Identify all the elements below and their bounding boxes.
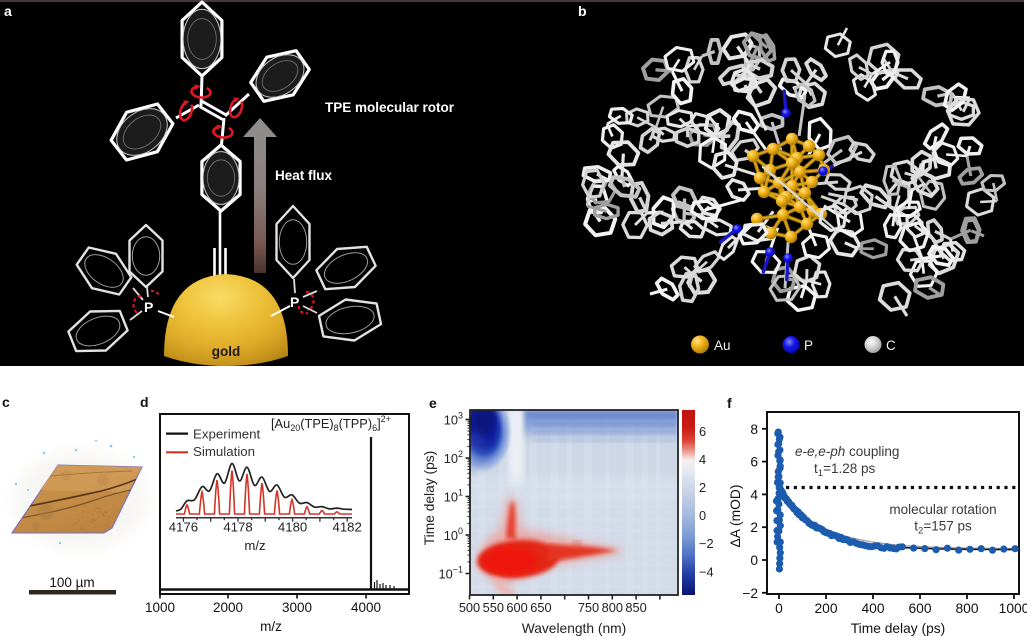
svg-text:ΔA (mOD): ΔA (mOD) (728, 485, 743, 548)
svg-text:[Au20(TPE)8(TPP)6]2+: [Au20(TPE)8(TPP)6]2+ (271, 414, 391, 433)
svg-text:400: 400 (861, 601, 884, 616)
svg-text:Experiment: Experiment (193, 427, 261, 442)
svg-text:4176: 4176 (169, 520, 198, 535)
svg-text:4182: 4182 (333, 520, 362, 535)
svg-text:1000: 1000 (999, 601, 1027, 616)
svg-text:103: 103 (444, 411, 463, 428)
svg-text:m/z: m/z (244, 538, 265, 553)
svg-text:Heat flux: Heat flux (275, 168, 333, 183)
svg-text:650: 650 (530, 600, 551, 615)
svg-text:−4: −4 (699, 564, 714, 579)
svg-text:600: 600 (506, 600, 527, 615)
svg-text:200: 200 (814, 601, 837, 616)
svg-text:6: 6 (699, 424, 706, 439)
svg-text:1000: 1000 (145, 600, 175, 615)
svg-text:3000: 3000 (282, 600, 312, 615)
svg-text:4000: 4000 (351, 600, 381, 615)
svg-text:TPE molecular rotor: TPE molecular rotor (325, 100, 455, 115)
svg-text:850: 850 (625, 600, 646, 615)
svg-text:6: 6 (750, 455, 758, 470)
svg-text:100: 100 (444, 526, 463, 543)
svg-text:Wavelength (nm): Wavelength (nm) (522, 621, 627, 636)
svg-text:Time delay (ps): Time delay (ps) (851, 621, 946, 636)
svg-text:2: 2 (699, 480, 706, 495)
svg-text:−2: −2 (699, 536, 714, 551)
svg-text:10−1: 10−1 (439, 565, 464, 582)
svg-text:P: P (290, 294, 299, 310)
svg-text:4: 4 (750, 487, 758, 502)
svg-text:500: 500 (459, 600, 480, 615)
svg-text:Simulation: Simulation (193, 444, 255, 459)
svg-text:P: P (804, 338, 813, 353)
svg-text:100 µm: 100 µm (49, 575, 94, 590)
svg-text:e-e,e-ph coupling: e-e,e-ph coupling (795, 444, 899, 459)
svg-text:4180: 4180 (278, 520, 307, 535)
svg-text:750: 750 (578, 600, 599, 615)
svg-text:800: 800 (602, 600, 623, 615)
svg-text:m/z: m/z (260, 619, 282, 634)
svg-text:2000: 2000 (213, 600, 243, 615)
svg-text:800: 800 (955, 601, 978, 616)
svg-text:P: P (144, 299, 153, 315)
svg-text:600: 600 (908, 601, 931, 616)
svg-text:0: 0 (775, 601, 783, 616)
svg-text:C: C (886, 338, 896, 353)
svg-text:8: 8 (750, 422, 758, 437)
svg-text:102: 102 (444, 449, 463, 466)
svg-text:t2=157 ps: t2=157 ps (914, 519, 972, 537)
svg-text:t1=1.28 ps: t1=1.28 ps (814, 461, 875, 479)
svg-text:Au: Au (714, 338, 731, 353)
svg-text:550: 550 (483, 600, 504, 615)
svg-text:−2: −2 (742, 586, 758, 601)
svg-text:4178: 4178 (223, 520, 252, 535)
svg-text:101: 101 (444, 488, 463, 505)
svg-text:0: 0 (699, 508, 706, 523)
svg-text:Time delay (ps): Time delay (ps) (422, 451, 437, 546)
svg-text:gold: gold (212, 344, 241, 359)
svg-text:0: 0 (750, 553, 758, 568)
svg-text:2: 2 (750, 520, 758, 535)
svg-text:4: 4 (699, 452, 706, 467)
svg-text:molecular rotation: molecular rotation (889, 502, 996, 517)
